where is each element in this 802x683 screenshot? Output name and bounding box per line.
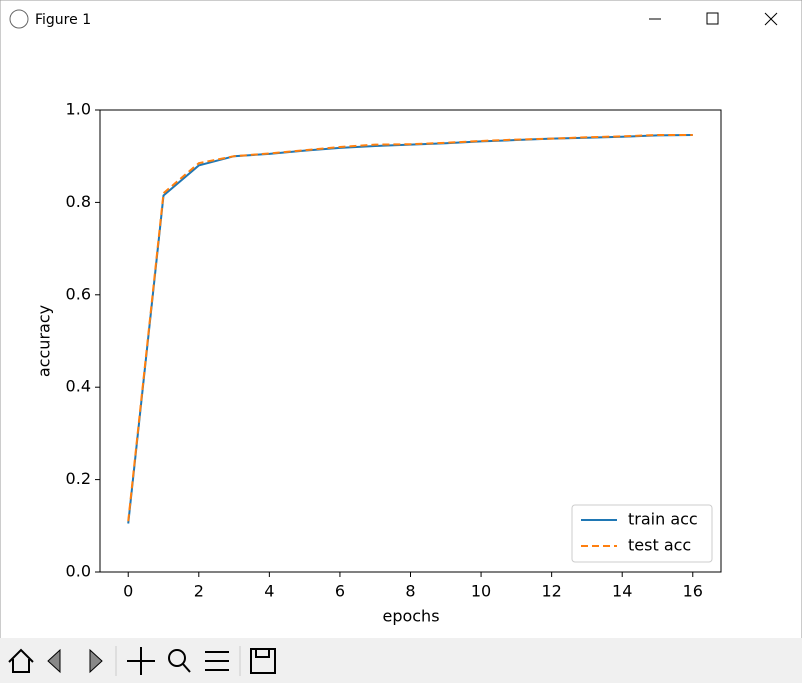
x-tick-label: 6 [335, 582, 345, 601]
y-axis-label: accuracy [35, 305, 54, 377]
x-tick-label: 0 [123, 582, 133, 601]
x-tick-label: 12 [541, 582, 561, 601]
close-button[interactable] [764, 12, 778, 26]
pan-button[interactable] [127, 647, 155, 675]
toolbar [0, 638, 802, 683]
configure-button[interactable] [205, 651, 229, 671]
window-title: Figure 1 [35, 12, 91, 28]
x-tick-label: 14 [612, 582, 632, 601]
y-tick-label: 1.0 [66, 100, 91, 119]
save-button[interactable] [250, 648, 276, 674]
app-icon [9, 9, 29, 29]
legend-label: train acc [628, 510, 698, 529]
back-button[interactable] [47, 648, 61, 674]
y-tick-label: 0.4 [66, 377, 91, 396]
x-tick-label: 8 [405, 582, 415, 601]
x-axis-label: epochs [382, 607, 439, 626]
home-button[interactable] [8, 648, 34, 673]
y-tick-label: 0.0 [66, 562, 91, 581]
data-line [127, 133, 693, 522]
forward-button[interactable] [89, 648, 103, 674]
zoom-button[interactable] [168, 649, 191, 673]
x-tick-label: 2 [194, 582, 204, 601]
x-tick-label: 10 [471, 582, 491, 601]
legend-label: test acc [628, 536, 691, 555]
y-tick-label: 0.8 [66, 192, 91, 211]
maximize-button[interactable] [706, 12, 719, 25]
plot-area [99, 109, 722, 573]
x-tick-label: 16 [683, 582, 703, 601]
y-tick-label: 0.2 [66, 469, 91, 488]
chart: epochs accuracy 0.0 0.2 0.4 0.6 0.8 1.0 0 2 4 6 8 1… [35, 100, 722, 626]
x-tick-label: 4 [264, 582, 274, 601]
y-tick-label: 0.6 [66, 284, 91, 303]
